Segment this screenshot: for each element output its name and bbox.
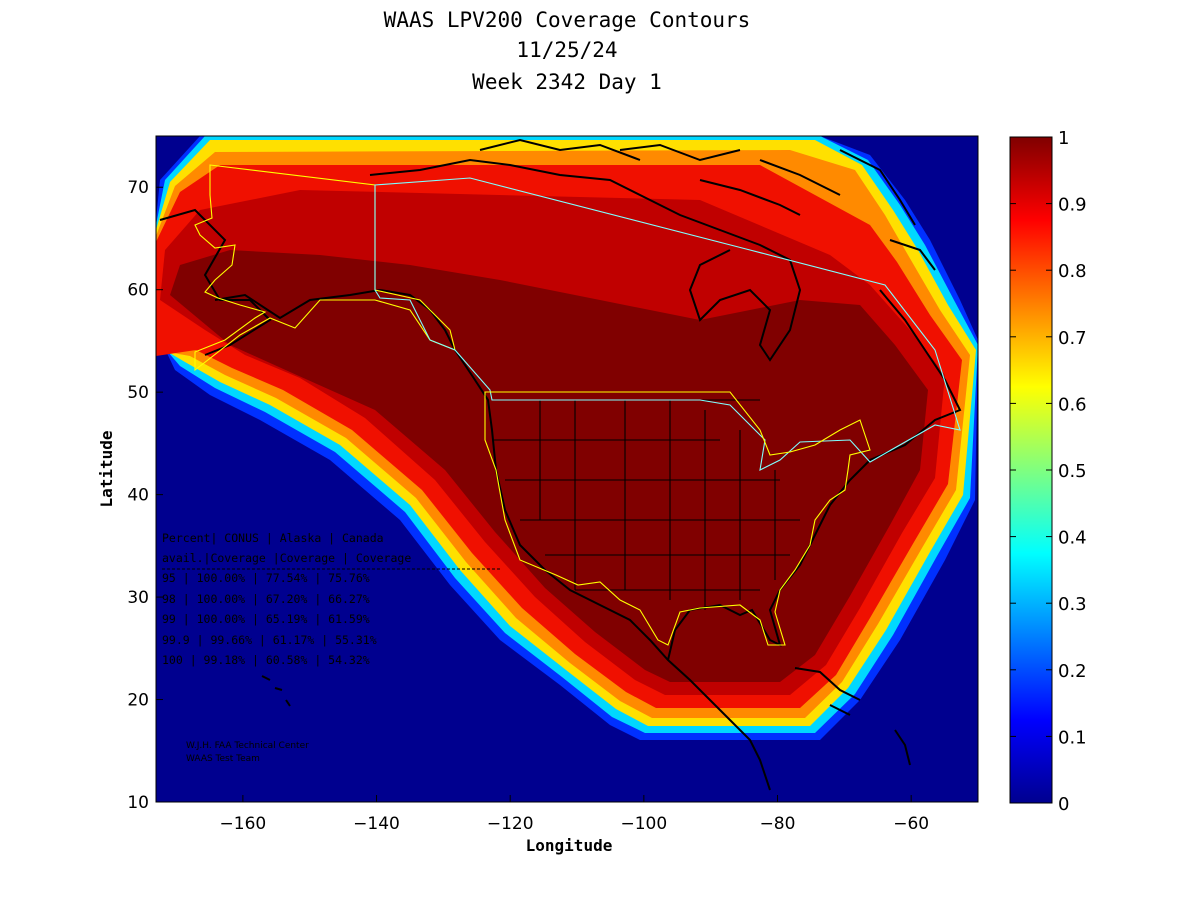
stats-row: 98 | 100.00% | 67.20% | 66.27% xyxy=(162,592,370,606)
colorbar-ticks: 0 0.1 0.2 0.3 0.4 0.5 0.6 0.7 0.8 0.9 1 xyxy=(1010,128,1087,815)
stats-header-1: Percent| CONUS | Alaska | Canada xyxy=(162,531,384,545)
chart-week: Week 2342 Day 1 xyxy=(472,70,662,94)
x-tick-label: −60 xyxy=(893,814,929,834)
colorbar-tick-label: 0.7 xyxy=(1058,328,1087,349)
colorbar-tick-label: 0.5 xyxy=(1058,461,1087,482)
y-tick-label: 60 xyxy=(127,281,149,301)
colorbar: 0 0.1 0.2 0.3 0.4 0.5 0.6 0.7 0.8 0.9 1 xyxy=(1009,128,1087,815)
chart-date: 11/25/24 xyxy=(516,38,618,62)
credit-line-2: WAAS Test Team xyxy=(186,754,260,764)
coastline-arctic-islands xyxy=(479,138,936,271)
stats-row: 95 | 100.00% | 77.54% | 75.76% xyxy=(162,571,370,585)
service-boundaries xyxy=(194,164,961,646)
colorbar-tick-label: 0.1 xyxy=(1058,727,1087,748)
colorbar-tick-label: 0.6 xyxy=(1058,394,1087,415)
x-tick-label: −80 xyxy=(760,814,796,834)
y-axis: 10 20 30 40 50 60 70 xyxy=(127,178,163,813)
x-tick-label: −140 xyxy=(353,814,400,834)
plot-frame xyxy=(155,135,979,803)
colorbar-tick-label: 0 xyxy=(1058,794,1069,815)
coastline-alaska xyxy=(159,208,456,356)
stats-row: 100 | 99.18% | 60.58% | 54.32% xyxy=(162,653,370,667)
colorbar-gradient xyxy=(1009,136,1053,804)
coastline-pacific xyxy=(454,349,771,791)
colorbar-tick-label: 0.3 xyxy=(1058,594,1087,615)
x-tick-label: −160 xyxy=(220,814,267,834)
credit-line-1: W.J.H. FAA Technical Center xyxy=(186,741,309,751)
boundary-canada xyxy=(374,177,961,471)
coastlines xyxy=(159,138,962,791)
state-borders xyxy=(492,399,800,610)
colorbar-tick-label: 1 xyxy=(1058,128,1069,149)
x-tick-label: −120 xyxy=(487,814,534,834)
chart-title: WAAS LPV200 Coverage Contours xyxy=(383,8,751,32)
y-tick-label: 10 xyxy=(127,793,149,813)
boundary-conus xyxy=(484,391,871,646)
x-axis-label: Longitude xyxy=(526,836,613,855)
boundary-alaska xyxy=(194,164,456,372)
stats-table: Percent| CONUS | Alaska | Canada avail.|… xyxy=(162,531,500,667)
colorbar-tick-label: 0.9 xyxy=(1058,195,1087,216)
coastline-hawaii xyxy=(261,675,291,707)
colorbar-tick-label: 0.8 xyxy=(1058,261,1087,282)
stats-row: 99.9 | 99.66% | 61.17% | 55.31% xyxy=(162,633,377,647)
y-tick-label: 30 xyxy=(127,588,149,608)
map-plot-area: Percent| CONUS | Alaska | Canada avail.|… xyxy=(156,136,978,802)
y-axis-label: Latitude xyxy=(97,430,116,507)
y-tick-label: 40 xyxy=(127,486,149,506)
x-tick-label: −100 xyxy=(621,814,668,834)
y-tick-label: 70 xyxy=(127,178,149,198)
coastline-arctic xyxy=(369,158,802,362)
stats-header-2: avail.|Coverage |Coverage | Coverage xyxy=(162,551,411,565)
stats-row: 99 | 100.00% | 65.19% | 61.59% xyxy=(162,612,370,626)
y-tick-label: 50 xyxy=(127,383,149,403)
colorbar-tick-label: 0.4 xyxy=(1058,528,1087,549)
contour-full xyxy=(170,250,928,682)
y-tick-label: 20 xyxy=(127,691,149,711)
x-axis: −160 −140 −120 −100 −80 −60 xyxy=(220,795,929,834)
coastline-caribbean xyxy=(794,667,911,766)
colorbar-tick-label: 0.2 xyxy=(1058,661,1087,682)
